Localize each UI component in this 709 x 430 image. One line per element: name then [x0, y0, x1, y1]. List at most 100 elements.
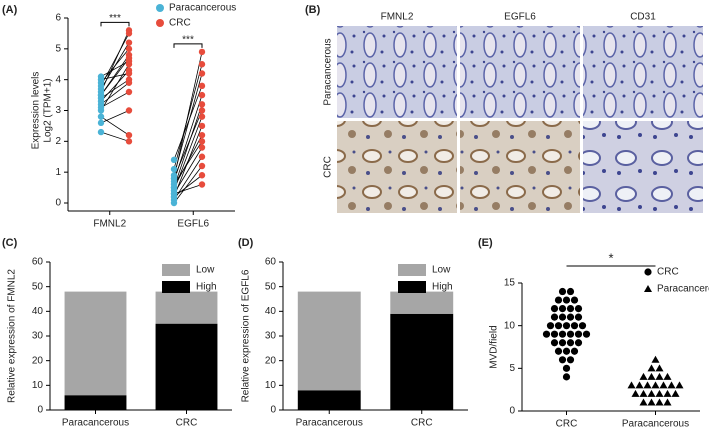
pair-line [100, 70, 130, 102]
circle-marker [558, 356, 567, 364]
legend-label: Paracancerous [657, 284, 709, 295]
dot [97, 91, 105, 99]
circle-marker [562, 364, 571, 372]
dot [125, 39, 133, 46]
dot [125, 54, 133, 62]
legend-label: CRC [657, 267, 679, 278]
micrograph [460, 26, 580, 118]
panel-label: (D) [238, 237, 254, 249]
triangle-marker [655, 372, 664, 380]
circle-marker [550, 330, 559, 338]
pair-line [173, 147, 203, 194]
triangle-marker [651, 355, 660, 363]
legend-swatch [398, 264, 426, 276]
y-tick-label: 50 [265, 281, 277, 292]
circle-marker [566, 287, 575, 296]
dot [97, 128, 105, 136]
y-tick-label: 20 [265, 355, 277, 366]
significance-label: *** [182, 35, 194, 46]
dot [198, 162, 206, 170]
pair-line [100, 91, 130, 108]
dot [198, 144, 206, 151]
triangle-marker [667, 381, 676, 389]
panel-label: (C) [2, 237, 18, 249]
dot [198, 82, 206, 90]
dot [97, 104, 105, 111]
dot [198, 138, 206, 145]
bar-segment [155, 323, 218, 410]
dot [170, 184, 178, 191]
dot [97, 73, 105, 80]
pair-line [100, 57, 130, 96]
circle-marker [550, 313, 559, 321]
circle-marker [562, 322, 571, 330]
circle-marker [570, 347, 579, 355]
triangle-marker [639, 372, 648, 380]
y-tick-label: 0 [509, 406, 515, 417]
panel-label: (B) [305, 4, 321, 16]
dot [97, 85, 105, 93]
x-tick-label: EGFL6 [177, 219, 209, 230]
circle-marker [550, 339, 559, 347]
triangle-marker [635, 381, 644, 389]
bar-segment [64, 291, 127, 396]
triangle-marker [655, 398, 664, 406]
y-tick-label: 30 [32, 331, 44, 342]
circle-marker [566, 330, 575, 338]
y-tick-label: 1 [55, 167, 61, 178]
circle-marker [558, 287, 567, 296]
bar-segment [390, 291, 454, 314]
circle-marker [566, 339, 575, 347]
y-axis-label: Log2 (TPM+1) [43, 78, 54, 142]
triangle-marker [651, 381, 660, 389]
dot [198, 61, 206, 68]
triangle-marker [671, 389, 680, 397]
triangle-marker [663, 398, 672, 406]
y-tick-label: 60 [32, 257, 44, 268]
y-tick-label: 2 [55, 136, 61, 147]
dot [97, 113, 105, 120]
dot [198, 107, 206, 114]
triangle-marker [663, 372, 672, 380]
triangle-marker [663, 389, 672, 397]
pair-line [100, 131, 130, 142]
image-panel: (B) FMNL2 EGFL6 CD31 Paracancerous CRC [305, 4, 703, 213]
row-label: CRC [323, 156, 334, 178]
x-tick-label: CRC [411, 418, 433, 429]
circle-marker [558, 313, 567, 321]
panel-label: (A) [2, 4, 18, 16]
legend-label: High [432, 282, 453, 293]
micrograph [337, 26, 457, 118]
circle-marker [558, 330, 567, 338]
dot [125, 138, 133, 145]
x-tick-label: FMNL2 [93, 219, 126, 230]
circle-marker [562, 373, 571, 381]
micrograph [460, 121, 580, 213]
pair-line [173, 174, 203, 198]
pair-line [173, 85, 203, 160]
y-axis-label: Expression levels [31, 72, 42, 150]
y-tick-label: 50 [32, 281, 44, 292]
x-tick-label: Paracancerous [296, 418, 363, 429]
triangle-marker [655, 364, 664, 372]
dot [125, 67, 133, 74]
y-axis-label: Relative expression of EGFL6 [241, 269, 252, 402]
y-tick-label: 10 [504, 320, 516, 331]
significance-label: * [608, 250, 613, 265]
dot [125, 131, 133, 139]
micrograph [583, 26, 703, 118]
pair-line [173, 184, 203, 195]
circle-marker [582, 330, 591, 338]
x-tick-label: CRC [556, 419, 578, 430]
circle-marker [554, 296, 563, 304]
significance-bracket [173, 43, 203, 48]
pair-line [100, 79, 130, 99]
pair-line [100, 110, 130, 124]
y-axis-label: Relative expression of FMNL2 [7, 269, 18, 403]
dot [198, 153, 206, 160]
bar-segment [297, 390, 361, 410]
circle-marker [574, 330, 583, 338]
y-tick-label: 30 [265, 331, 277, 342]
dot [198, 48, 206, 56]
